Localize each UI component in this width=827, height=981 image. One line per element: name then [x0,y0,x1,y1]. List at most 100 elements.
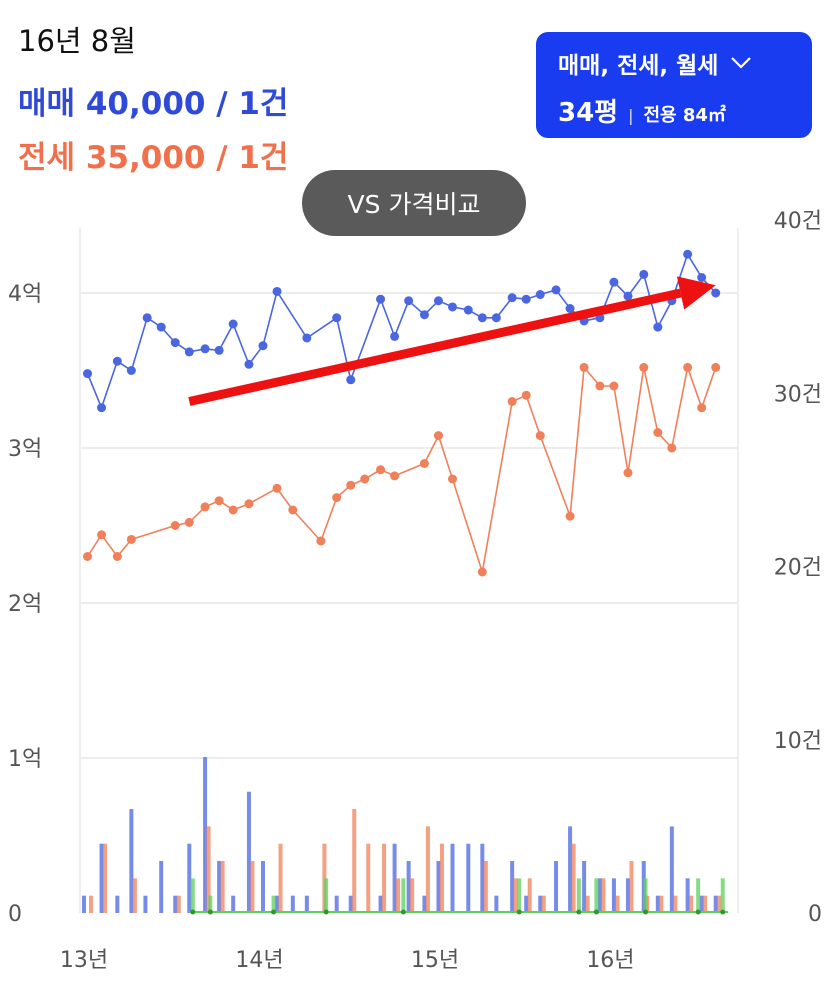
x-tick-label: 14년 [235,948,283,973]
price-point-전세 [390,471,400,481]
volume-bar-매매 [582,861,587,913]
y-right-tick-label: 10건 [774,729,822,754]
volume-bar-매매 [568,826,573,913]
price-point-매매 [142,313,152,323]
volume-bar-월세 [517,878,522,913]
price-point-전세 [346,480,356,490]
y-left-tick-label: 0 [8,902,22,927]
volume-bar-매매 [392,843,397,913]
volume-bar-전세 [629,861,634,913]
trend-arrow-shaft [188,288,682,406]
price-point-매매 [170,338,180,348]
volume-bar-매매 [82,895,86,913]
volume-bar-매매 [480,843,485,913]
price-point-전세 [565,511,575,521]
price-point-매매 [448,302,458,312]
volume-bar-매매 [275,895,280,913]
price-point-전세 [184,517,194,527]
volume-bar-매매 [129,809,134,913]
price-point-매매 [244,359,254,369]
price-compare-button[interactable]: VS 가격비교 [302,170,526,236]
price-point-전세 [200,502,210,512]
volume-bar-매매 [173,895,178,913]
price-point-전세 [433,431,443,441]
price-point-매매 [214,345,224,355]
volume-bar-전세 [396,878,401,913]
volume-bar-매매 [494,895,499,913]
price-point-매매 [112,356,122,366]
volume-bar-전세 [689,895,694,913]
volume-bar-매매 [217,861,222,913]
y-right-tick-label: 30건 [774,382,822,407]
price-point-전세 [521,390,531,400]
transaction-filter-button[interactable]: 매매, 전세, 월세 34평 | 전용 84㎡ [536,32,812,138]
volume-bar-전세 [382,843,387,913]
volume-bar-매매 [713,895,718,913]
monthly-rent-point [516,909,522,915]
x-tick-label: 13년 [60,948,108,973]
volume-bar-전세 [659,895,664,913]
price-point-전세 [697,403,707,413]
trend-arrow [188,276,716,406]
price-point-전세 [170,521,180,530]
price-point-매매 [491,313,501,323]
volume-bar-매매 [99,843,104,913]
volume-bar-매매 [187,843,192,913]
price-point-매매 [609,277,619,287]
volume-bar-매매 [655,895,660,913]
monthly-rent-line [189,909,728,915]
price-point-매매 [683,249,693,259]
price-point-매매 [332,313,342,323]
volume-bar-매매 [510,861,515,913]
price-point-전세 [83,552,93,561]
volume-bar-전세 [541,895,546,913]
x-tick-label: 16년 [586,948,634,973]
price-point-매매 [419,310,429,320]
volume-bar-매매 [143,895,148,913]
price-point-전세 [623,468,633,478]
volume-bar-전세 [439,843,444,913]
volume-bar-월세 [720,878,725,913]
y-left-tick-label: 2억 [8,592,42,617]
monthly-rent-point [695,909,701,915]
volume-bar-전세 [220,861,225,913]
volume-bar-전세 [585,895,590,913]
axis-labels: 0 1억 2억 3억 4억 0 10건 20건 30건 40건 13년 14년 15년 16년 [8,209,822,973]
price-point-전세 [711,362,721,372]
volume-bar-매매 [422,895,427,913]
monthly-rent-point [576,909,582,915]
price-point-전세 [667,443,677,453]
price-point-매매 [83,369,93,379]
volume-bar-월세 [594,878,599,913]
volume-bar-매매 [246,791,251,913]
price-point-매매 [551,285,561,295]
volume-bar-매매 [115,895,120,913]
volume-bar-월세 [643,878,648,913]
volume-bar-전세 [206,826,211,913]
monthly-rent-point [400,909,406,915]
volume-bars [82,757,725,913]
volume-bar-월세 [208,895,213,913]
price-point-매매 [535,290,545,300]
price-point-매매 [521,294,531,304]
volume-bar-매매 [260,861,265,913]
volume-bar-전세 [410,878,415,913]
price-point-전세 [360,474,370,484]
volume-bar-매매 [597,878,602,913]
volume-bar-매매 [554,861,559,913]
volume-bar-매매 [450,843,455,913]
price-point-매매 [97,403,107,413]
monthly-rent-point [190,909,196,915]
price-point-매매 [404,296,414,306]
price-lines [83,249,721,577]
price-point-매매 [258,341,268,351]
volume-bar-매매 [304,895,309,913]
volume-bar-전세 [483,861,488,913]
volume-bar-전세 [132,878,137,913]
y-left-tick-label: 1억 [8,747,42,772]
volume-bar-매매 [378,895,383,913]
volume-bar-전세 [703,895,708,913]
volume-bar-매매 [466,843,471,913]
x-tick-label: 15년 [411,948,459,973]
